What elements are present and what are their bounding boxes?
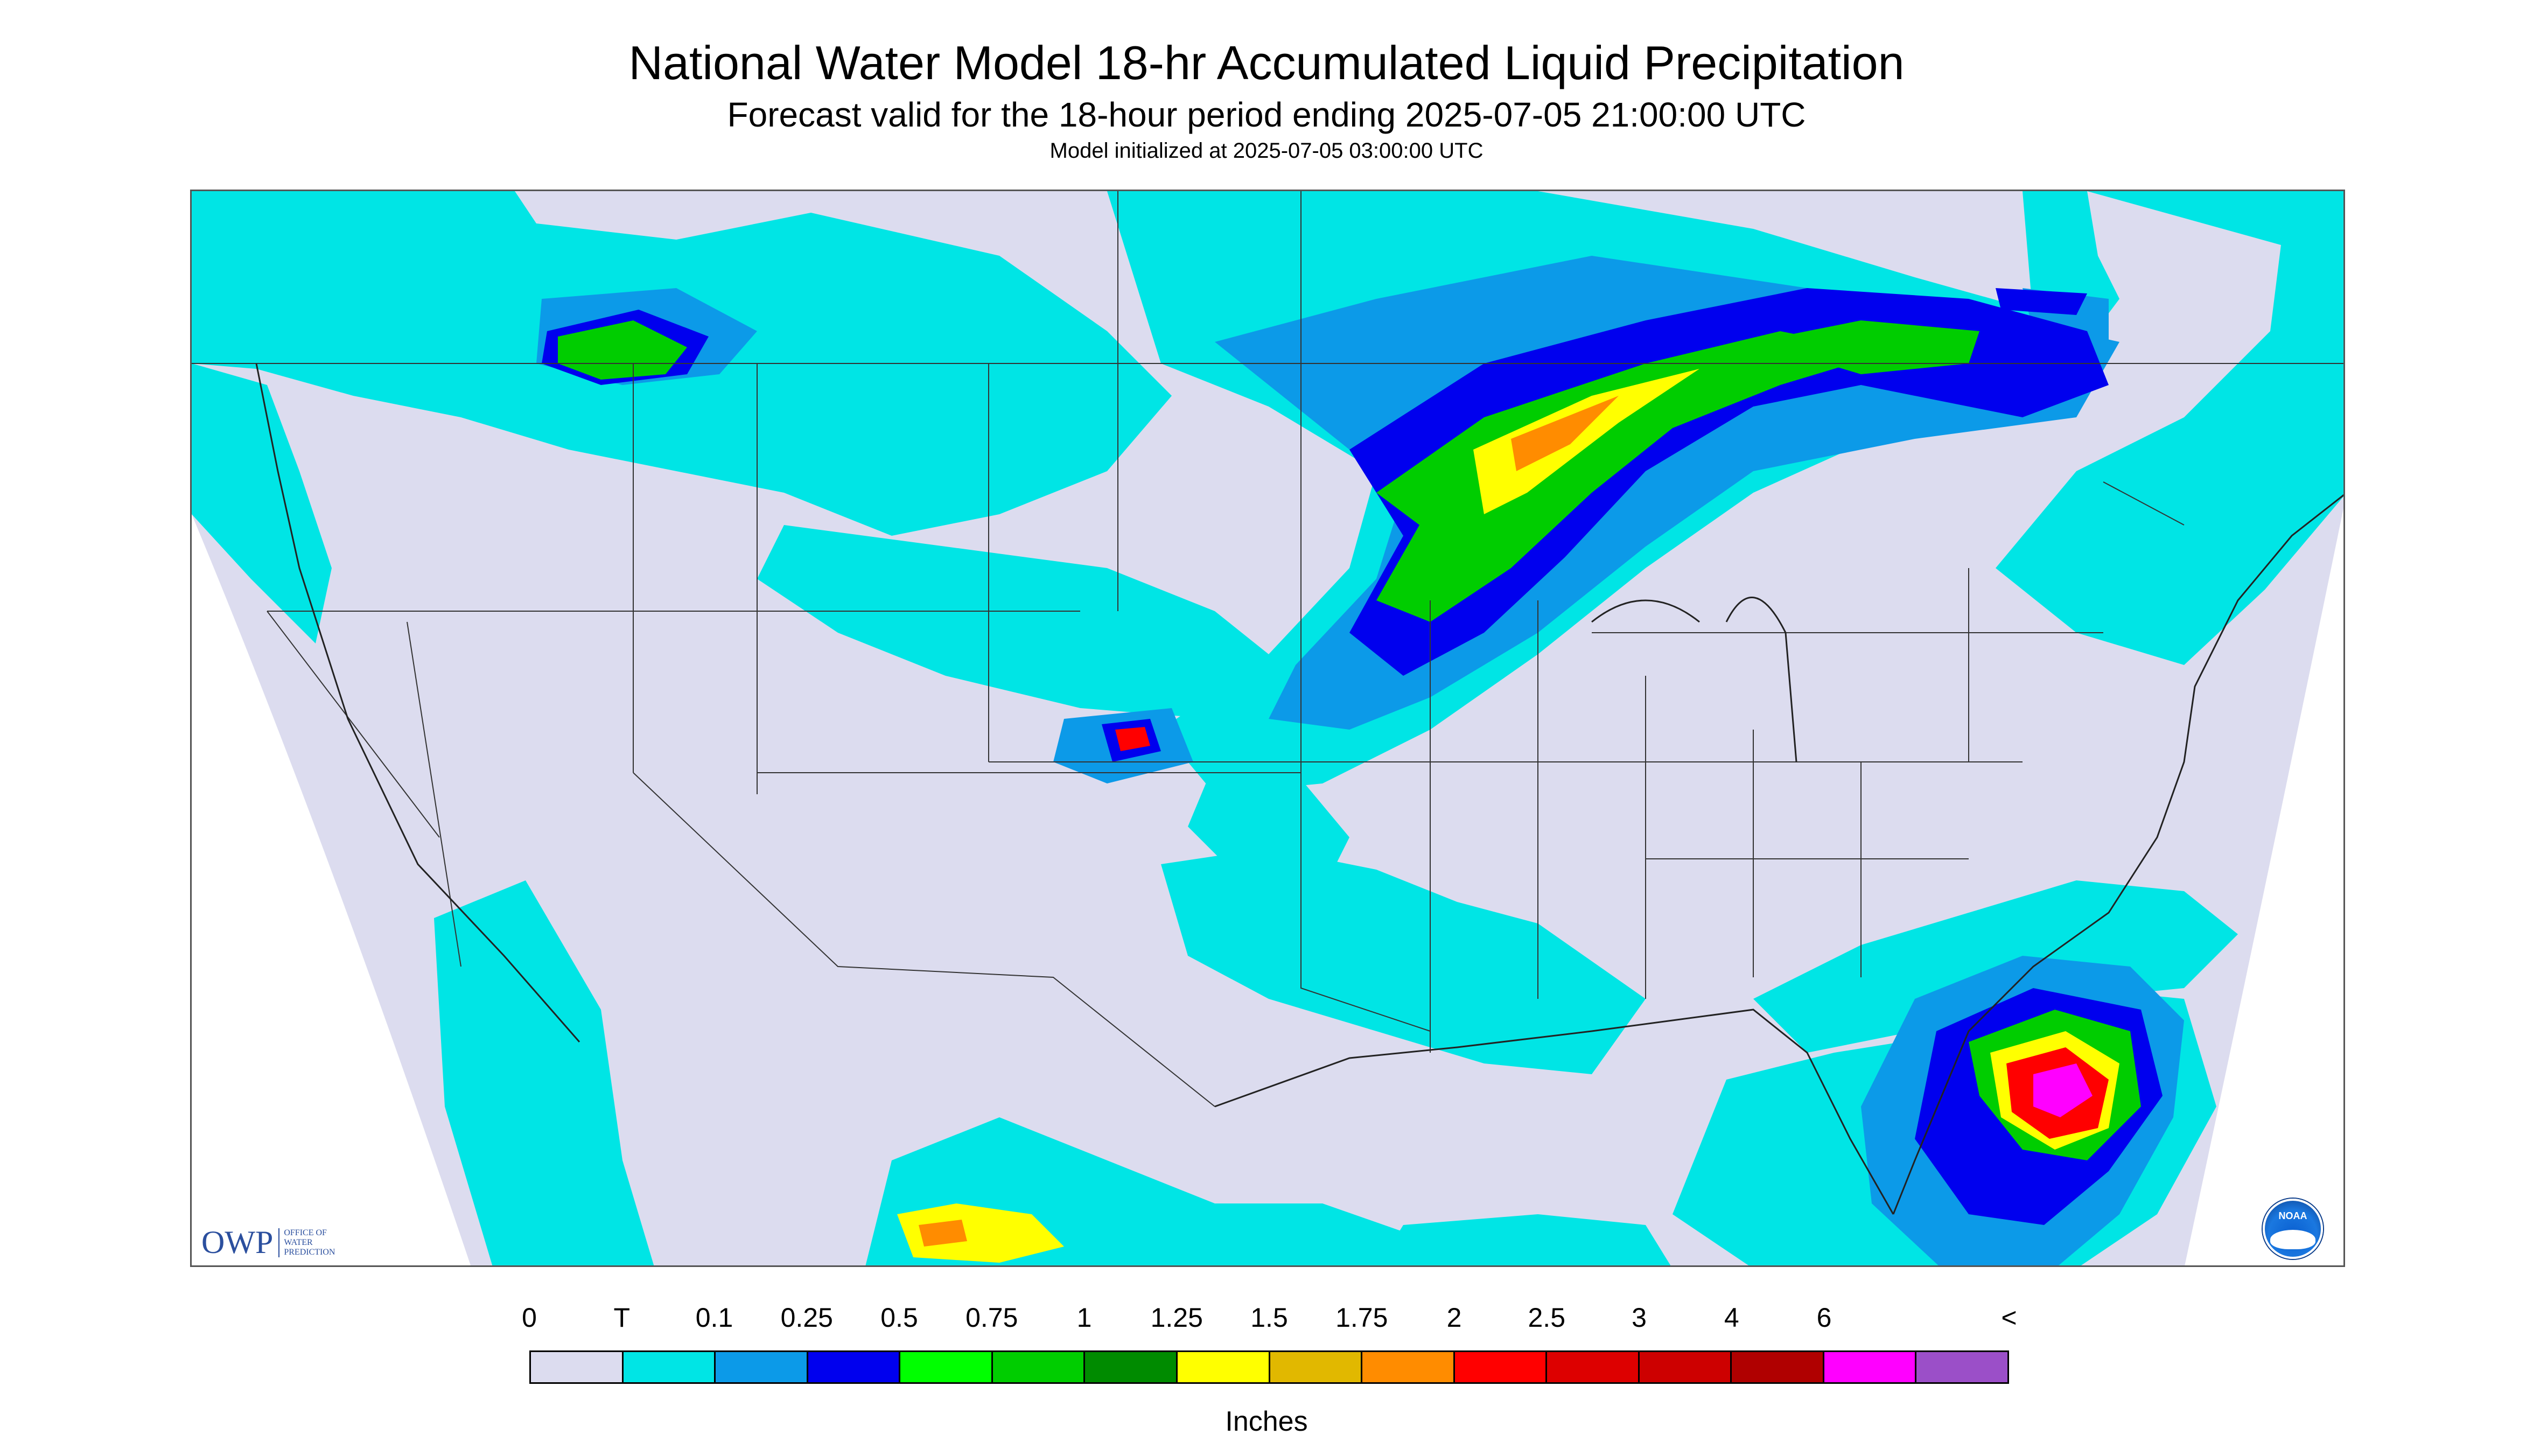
- legend-label: 0.1: [695, 1303, 733, 1333]
- legend-swatch: [900, 1352, 993, 1382]
- legend-label: 4: [1724, 1303, 1739, 1333]
- legend-swatch: [1454, 1352, 1548, 1382]
- map-title: National Water Model 18-hr Accumulated L…: [628, 36, 1905, 89]
- legend-label: 2.5: [1528, 1303, 1566, 1333]
- legend-label: 1.75: [1335, 1303, 1388, 1333]
- legend-swatch: [1547, 1352, 1640, 1382]
- legend-swatch: [1177, 1352, 1270, 1382]
- legend-labels: 0 T 0.1 0.25 0.5 0.75 1 1.25 1.5 1.75 2 2.5 3 4 6 <: [0, 1302, 2533, 1340]
- legend-label: 6: [1816, 1303, 1832, 1333]
- legend-swatch: [1362, 1352, 1455, 1382]
- legend-swatch: [1916, 1352, 2007, 1382]
- legend-swatch: [1270, 1352, 1363, 1382]
- precip-map-graphic: [192, 191, 2343, 1265]
- legend-label: 0: [522, 1303, 537, 1333]
- legend-label: 1.5: [1250, 1303, 1288, 1333]
- legend-swatch: [716, 1352, 808, 1382]
- map-subtitle: Forecast valid for the 18-hour period en…: [727, 95, 1806, 134]
- owp-logo: OWP OFFICE OF WATER PREDICTION: [201, 1224, 343, 1261]
- noaa-wave-icon: [2270, 1230, 2315, 1249]
- owp-logo-text: OFFICE OF WATER PREDICTION: [278, 1228, 343, 1257]
- legend-label: T: [613, 1303, 631, 1333]
- legend-swatch: [992, 1352, 1086, 1382]
- legend-label: 1: [1076, 1303, 1092, 1333]
- model-init-line: Model initialized at 2025-07-05 03:00:00…: [1049, 139, 1484, 163]
- legend-swatch: [1085, 1352, 1178, 1382]
- legend-label: 0.75: [965, 1303, 1018, 1333]
- state-boundaries: [192, 191, 2343, 1107]
- owp-logo-mark: OWP: [201, 1224, 274, 1260]
- legend-label: 3: [1632, 1303, 1647, 1333]
- legend-units: Inches: [1225, 1406, 1308, 1437]
- legend-label: 0.5: [880, 1303, 918, 1333]
- legend-label: 1.25: [1150, 1303, 1203, 1333]
- noaa-logo: NOAA: [2263, 1199, 2323, 1259]
- noaa-logo-text: NOAA: [2278, 1210, 2307, 1221]
- legend-swatch: [1639, 1352, 1732, 1382]
- precip-very-heavy-areas: [897, 369, 2119, 1263]
- coastlines: [255, 363, 2343, 1215]
- legend-label: 2: [1446, 1303, 1462, 1333]
- legend-swatch: [1732, 1352, 1824, 1382]
- legend-swatch: [531, 1352, 624, 1382]
- legend-swatch: [808, 1352, 901, 1382]
- legend-swatch: [1824, 1352, 1917, 1382]
- legend-label: <: [2001, 1303, 2017, 1333]
- legend-label: 0.25: [780, 1303, 833, 1333]
- legend-color-bar: [529, 1350, 2009, 1384]
- precipitation-map: OWP OFFICE OF WATER PREDICTION NOAA: [190, 190, 2345, 1267]
- legend-swatch: [623, 1352, 716, 1382]
